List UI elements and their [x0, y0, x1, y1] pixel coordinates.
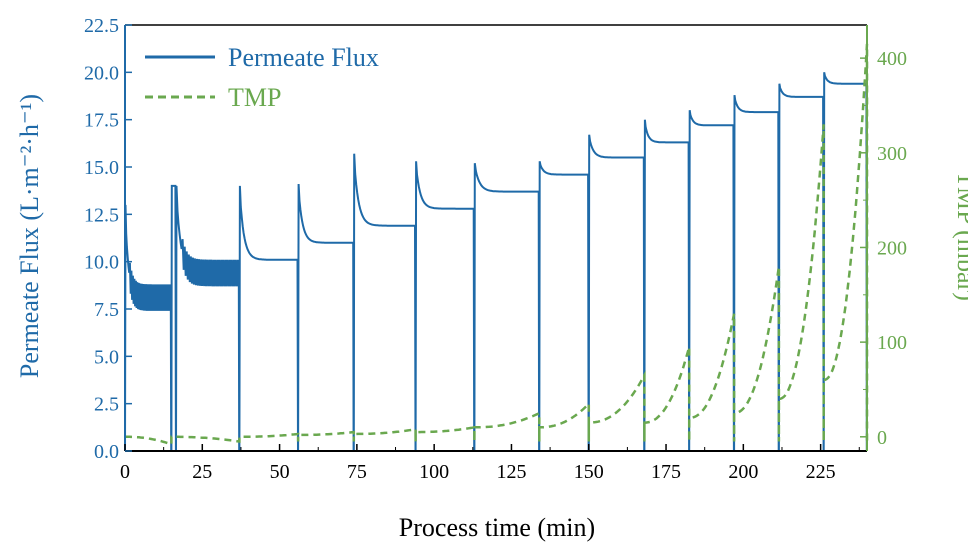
y-right-tick-label: 300	[877, 143, 907, 165]
y-left-tick-label: 5.0	[94, 346, 119, 368]
x-tick-label: 225	[806, 461, 836, 483]
x-axis-title: Process time (min)	[399, 513, 595, 542]
y-left-tick-label: 15.0	[84, 157, 119, 179]
legend: Permeate Flux TMP	[145, 43, 379, 112]
y-left-axis-title: Permeate Flux (L·m⁻²·h⁻¹)	[15, 94, 44, 378]
ticks: 0 25 50 75 100 125 150 175 200 225 0.0 2.5 5.0 7.5 10.…	[84, 15, 907, 483]
y-right-axis-title: TMP (mbar)	[952, 171, 968, 301]
x-tick-label: 75	[347, 461, 367, 483]
x-tick-label: 50	[270, 461, 290, 483]
x-tick-label: 150	[574, 461, 604, 483]
legend-flux-label: Permeate Flux	[228, 43, 379, 72]
plot-lines	[124, 43, 869, 452]
y-left-tick-label: 12.5	[84, 204, 119, 226]
y-left-tick-label: 20.0	[84, 62, 119, 84]
x-tick-label: 100	[419, 461, 449, 483]
y-left-tick-label: 22.5	[84, 15, 119, 37]
y-left-tick-label: 17.5	[84, 110, 119, 132]
y-right-tick-label: 400	[877, 48, 907, 70]
legend-tmp-label: TMP	[228, 83, 281, 112]
y-right-tick-label: 0	[877, 427, 887, 449]
x-tick-label: 0	[120, 461, 130, 483]
y-left-axis-title-text: Permeate Flux (L·m⁻²·h⁻¹)	[15, 94, 44, 378]
y-left-tick-label: 10.0	[84, 252, 119, 274]
y-left-tick-label: 2.5	[94, 394, 119, 416]
x-tick-label: 175	[651, 461, 681, 483]
x-tick-label: 125	[496, 461, 526, 483]
x-tick-label: 25	[192, 461, 212, 483]
flux-series-line	[124, 72, 868, 452]
x-tick-label: 200	[728, 461, 758, 483]
y-left-tick-label: 7.5	[94, 299, 119, 321]
y-left-tick-label: 0.0	[94, 441, 119, 463]
tmp-series-line	[125, 43, 869, 447]
y-right-tick-label: 100	[877, 332, 907, 354]
y-right-tick-label: 200	[877, 237, 907, 259]
